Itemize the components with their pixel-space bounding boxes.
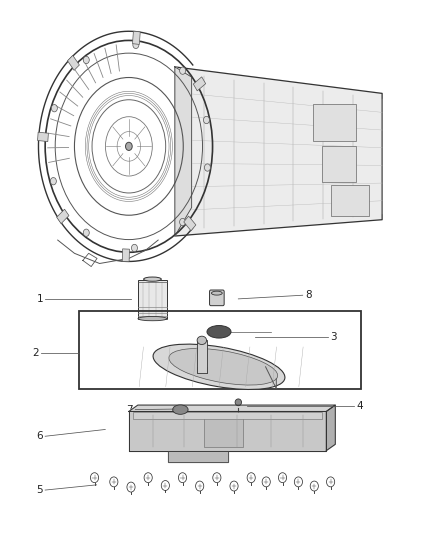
Text: 3: 3	[331, 332, 337, 342]
Text: 8: 8	[305, 290, 311, 300]
Bar	[197, 341, 207, 373]
Bar	[314, 103, 357, 141]
Ellipse shape	[144, 277, 161, 281]
Bar	[193, 77, 206, 91]
Ellipse shape	[235, 399, 241, 406]
Polygon shape	[129, 405, 335, 411]
Text: 1: 1	[36, 294, 43, 304]
Bar	[67, 55, 79, 70]
Ellipse shape	[197, 336, 207, 344]
Ellipse shape	[205, 164, 211, 171]
Bar	[133, 31, 140, 44]
Ellipse shape	[204, 116, 209, 124]
Ellipse shape	[153, 344, 285, 390]
Polygon shape	[175, 67, 192, 236]
Bar	[133, 412, 322, 418]
Ellipse shape	[207, 326, 231, 338]
Polygon shape	[175, 67, 382, 236]
Bar	[57, 209, 69, 224]
Bar	[322, 147, 357, 182]
Ellipse shape	[180, 67, 186, 74]
Bar	[138, 280, 167, 319]
Bar	[79, 311, 360, 389]
Polygon shape	[168, 450, 228, 462]
FancyBboxPatch shape	[209, 290, 224, 306]
Bar	[331, 185, 369, 216]
Polygon shape	[326, 405, 335, 450]
Text: 5: 5	[36, 485, 43, 495]
Bar	[38, 132, 49, 142]
Ellipse shape	[138, 317, 167, 321]
Ellipse shape	[126, 142, 132, 150]
Ellipse shape	[173, 405, 188, 414]
Text: 2: 2	[32, 348, 39, 358]
Ellipse shape	[212, 291, 222, 295]
Ellipse shape	[83, 229, 89, 237]
Bar	[184, 216, 196, 231]
Ellipse shape	[50, 177, 57, 185]
Ellipse shape	[133, 41, 139, 49]
Text: 6: 6	[36, 431, 43, 441]
Polygon shape	[129, 411, 326, 450]
Bar	[122, 249, 130, 262]
Ellipse shape	[51, 104, 57, 112]
Text: 4: 4	[357, 401, 363, 411]
Ellipse shape	[180, 219, 186, 225]
Ellipse shape	[83, 56, 89, 63]
Ellipse shape	[169, 349, 278, 385]
Text: 7: 7	[127, 405, 133, 415]
Bar	[204, 416, 244, 447]
Ellipse shape	[131, 244, 138, 252]
